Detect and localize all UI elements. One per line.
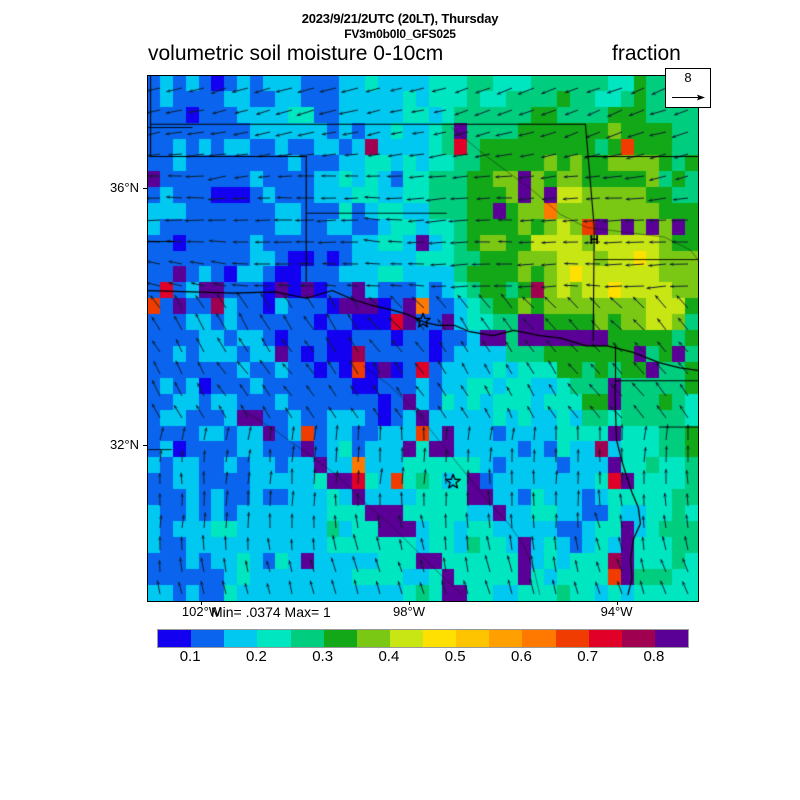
wind-vector-key: 8	[665, 68, 711, 108]
colorbar-swatch[interactable]	[191, 630, 225, 647]
geographic-boundaries-overlay	[148, 76, 698, 601]
colorbar-swatch[interactable]	[621, 630, 655, 647]
colorbar-tick-label: 0.5	[444, 648, 466, 665]
lon-tick-label: 98°W	[393, 604, 425, 619]
colorbar-tick-label: 0.4	[378, 648, 400, 665]
colorbar-swatch[interactable]	[456, 630, 490, 647]
lat-tick-mark	[143, 445, 147, 447]
colorbar-tick-label: 0.1	[179, 648, 201, 665]
colorbar-swatch[interactable]	[290, 630, 324, 647]
statistics-minmax-label: Min= .0374 Max= 1	[211, 604, 331, 620]
colorbar-swatch[interactable]	[257, 630, 291, 647]
colorbar-tick-label: 0.8	[643, 648, 665, 665]
lat-tick-label: 32°N	[109, 437, 139, 453]
colorbar-swatch[interactable]	[158, 630, 192, 647]
colorbar-swatch[interactable]	[356, 630, 390, 647]
lat-tick-mark	[143, 187, 147, 189]
colorbar-swatch[interactable]	[423, 630, 457, 647]
wind-vector-key-value: 8	[684, 70, 692, 85]
page-title: volumetric soil moisture 0-10cm	[148, 42, 444, 65]
title-datetime: 2023/9/21/2UTC (20LT), Thursday	[301, 11, 499, 26]
colorbar[interactable]	[157, 629, 689, 648]
colorbar-swatch[interactable]	[522, 630, 556, 647]
colorbar-tick-label: 0.6	[510, 648, 532, 665]
colorbar-tick-label: 0.7	[577, 648, 599, 665]
lon-tick-mark	[201, 601, 203, 605]
colorbar-swatch[interactable]	[654, 630, 688, 647]
wind-vector-arrow-icon	[672, 94, 705, 101]
lon-tick-mark	[409, 601, 411, 605]
lon-tick-label: 102°W	[181, 604, 222, 619]
colorbar-swatch[interactable]	[389, 630, 423, 647]
colorbar-swatch[interactable]	[224, 630, 258, 647]
map-plot-area[interactable]	[147, 75, 699, 602]
colorbar-tick-label: 0.3	[312, 648, 334, 665]
colorbar-swatch[interactable]	[489, 630, 523, 647]
colorbar-swatch[interactable]	[588, 630, 622, 647]
colorbar-tick-label: 0.2	[245, 648, 267, 665]
colorbar-swatch[interactable]	[555, 630, 589, 647]
lon-tick-mark	[616, 601, 618, 605]
colorbar-swatch[interactable]	[323, 630, 357, 647]
title-model-id: FV3m0b0l0_GFS025	[344, 27, 456, 41]
units-label: fraction	[612, 42, 681, 65]
lon-tick-label: 94°W	[600, 604, 633, 619]
lat-tick-label: 36°N	[109, 179, 139, 195]
colorbar-tick-labels: 0.1 0.2 0.3 0.4 0.5 0.6 0.7 0.8	[0, 648, 800, 668]
